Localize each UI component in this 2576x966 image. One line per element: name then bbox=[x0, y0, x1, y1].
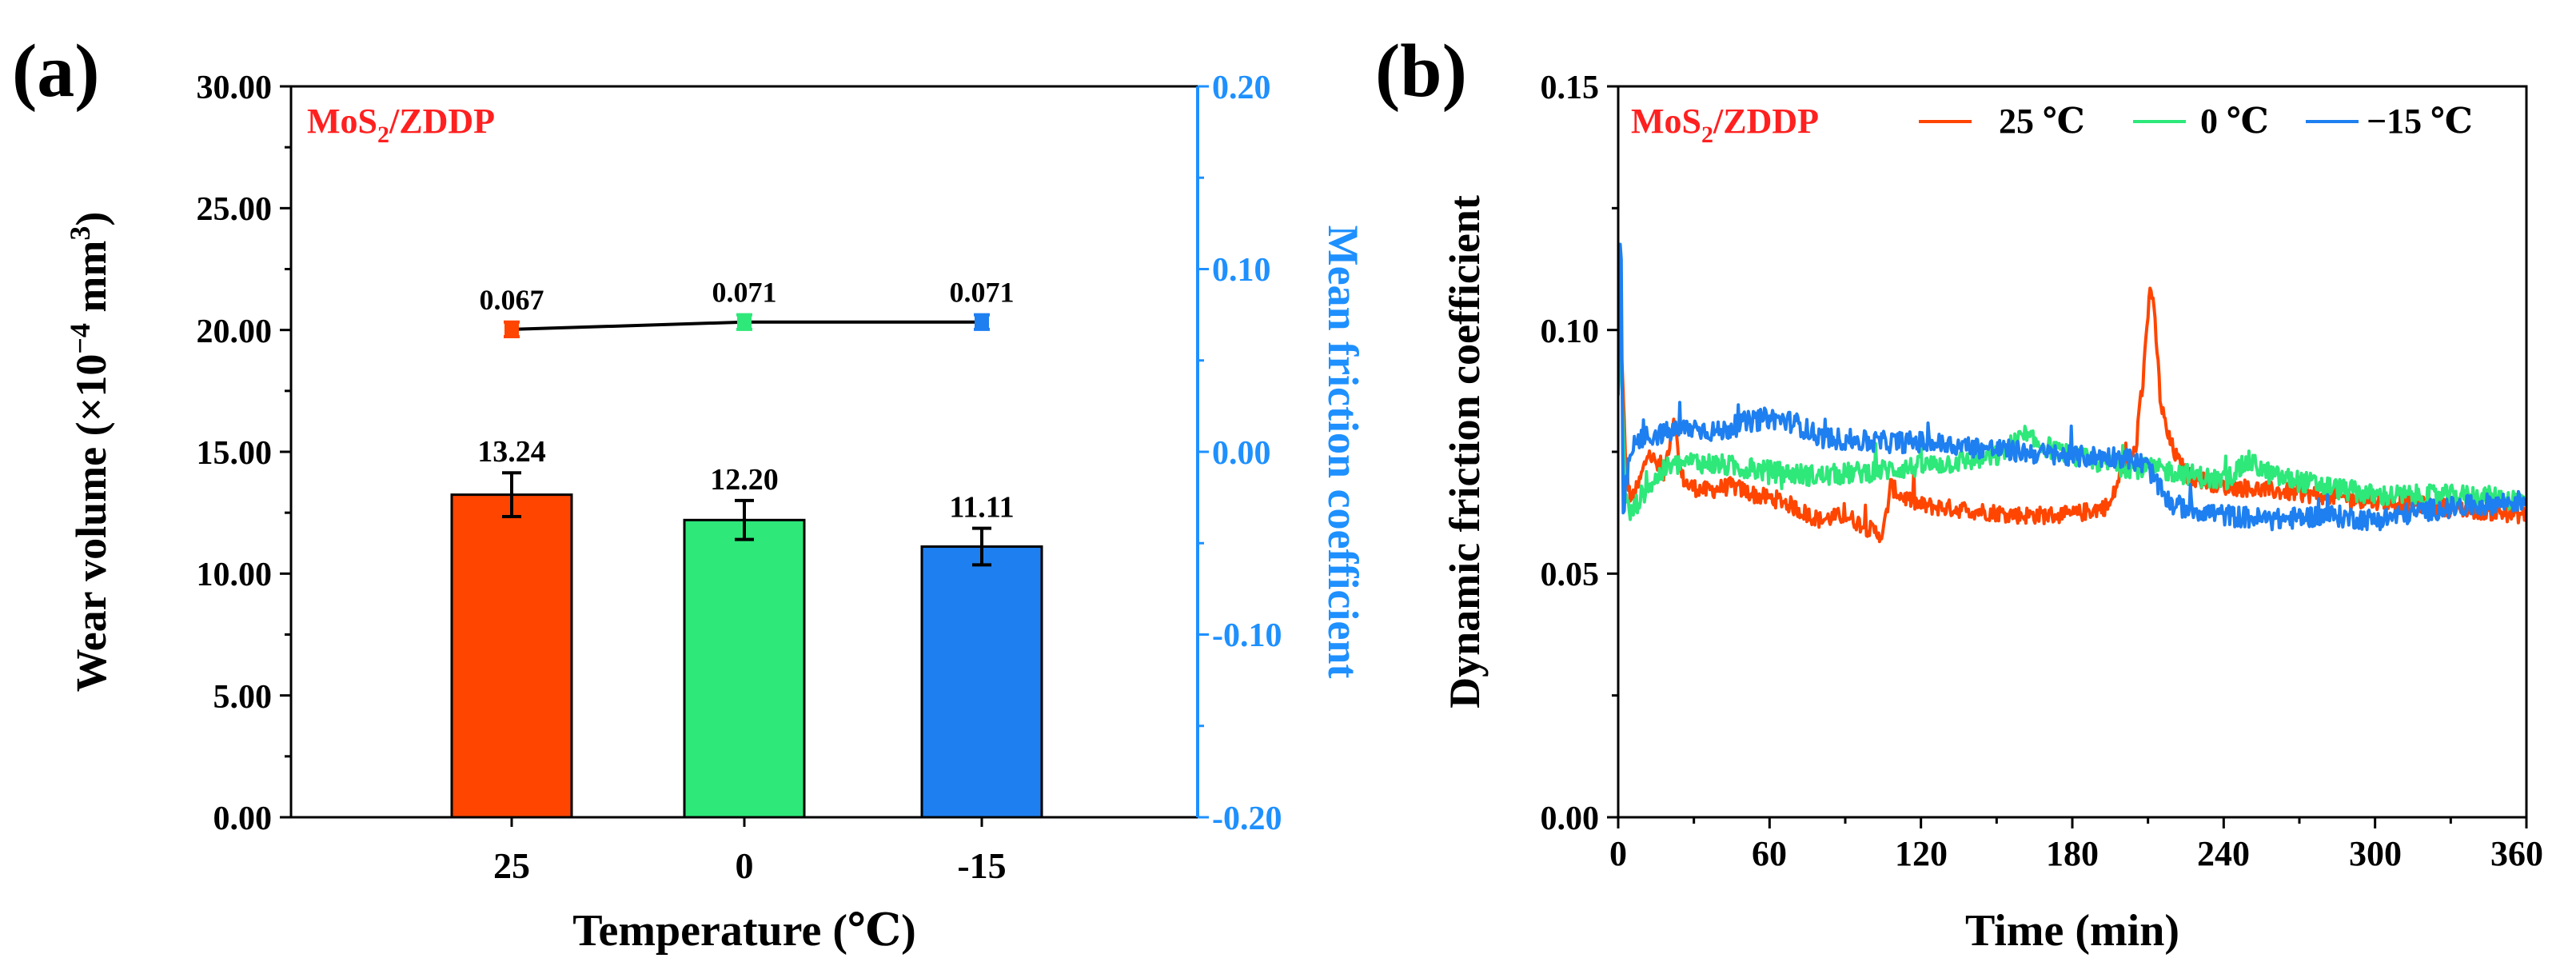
tick-label-y: 0.00 bbox=[1541, 800, 1600, 837]
tick-label-right: 0.00 bbox=[1212, 435, 1271, 472]
tick-label-right: -0.20 bbox=[1212, 800, 1282, 837]
panel-b-x-ticks: 0 60 120 180 240 300 360 bbox=[1609, 834, 2543, 873]
tick-label-right: 0.10 bbox=[1212, 252, 1271, 289]
tick-label-y: 0.15 bbox=[1541, 70, 1600, 106]
tick-label-x: 60 bbox=[1752, 834, 1787, 873]
cof-value-label: 0.067 bbox=[480, 284, 544, 316]
tick-label-left: 5.00 bbox=[213, 679, 273, 716]
tick-label-x: 120 bbox=[1895, 834, 1948, 873]
panel-a-right-axis-title: Mean friction coefficient bbox=[1319, 226, 1367, 679]
tick-label-x: 0 bbox=[1609, 834, 1627, 873]
legend-label-0c: 0 ℃ bbox=[2200, 102, 2269, 141]
bar-value-label: 12.20 bbox=[710, 463, 779, 497]
tick-label-x: 240 bbox=[2197, 834, 2250, 873]
cof-point bbox=[975, 314, 989, 329]
panel-a-bar-labels: 13.24 12.20 11.11 bbox=[477, 435, 1014, 524]
panel-a-label: (a) bbox=[12, 30, 100, 113]
panel-a-left-ticks: 0.00 5.00 10.00 15.00 20.00 25.00 30.00 bbox=[197, 70, 273, 837]
category-label: 0 bbox=[736, 845, 754, 886]
panel-b-label: (b) bbox=[1375, 30, 1467, 113]
tick-label-left: 10.00 bbox=[197, 557, 273, 593]
tick-label-left: 30.00 bbox=[197, 70, 273, 106]
legend-label-minus15c: −15 ℃ bbox=[2367, 102, 2473, 141]
panel-a-tick-marks bbox=[280, 85, 1209, 827]
tick-label-right: 0.20 bbox=[1212, 70, 1271, 106]
panel-b-series bbox=[1618, 242, 2526, 544]
series-line-minus15c bbox=[1618, 242, 2526, 532]
bar bbox=[450, 493, 573, 819]
panel-a-title: MoS2/ZDDP bbox=[307, 102, 495, 148]
panel-a-left-axis-title: Wear volume (×10−4 mm3) bbox=[64, 212, 115, 693]
tick-label-left: 25.00 bbox=[197, 191, 273, 228]
category-label: 25 bbox=[493, 845, 530, 886]
panel-b: (b) 0.00 0.05 0.10 0.15 0 60 120 180 240… bbox=[1375, 30, 2543, 956]
tick-label-right: -0.10 bbox=[1212, 617, 1282, 654]
panel-b-y-axis-title: Dynamic friction coefficient bbox=[1441, 195, 1489, 709]
bar bbox=[920, 545, 1043, 819]
tick-label-y: 0.10 bbox=[1541, 313, 1600, 350]
bar-value-label: 13.24 bbox=[477, 435, 546, 469]
panel-a-right-ticks: -0.20 -0.10 0.00 0.10 0.20 bbox=[1212, 70, 1282, 837]
panel-b-y-ticks: 0.00 0.05 0.10 0.15 bbox=[1541, 70, 1600, 837]
tick-label-x: 180 bbox=[2046, 834, 2099, 873]
panel-a-x-categories: 25 0 -15 bbox=[493, 845, 1007, 886]
legend-label-25c: 25 ℃ bbox=[1999, 102, 2085, 141]
panel-b-x-axis-title: Time (min) bbox=[1965, 906, 2179, 956]
cof-point bbox=[737, 314, 752, 329]
panel-a-x-axis-title: Temperature (℃) bbox=[572, 906, 915, 956]
panel-a-cof-labels: 0.067 0.071 0.071 bbox=[480, 277, 1015, 316]
panel-b-title: MoS2/ZDDP bbox=[1631, 102, 1819, 148]
bar-value-label: 11.11 bbox=[949, 491, 1014, 525]
cof-point bbox=[504, 321, 519, 337]
tick-label-left: 15.00 bbox=[197, 435, 273, 472]
panel-a-bars bbox=[450, 471, 1043, 819]
tick-label-y: 0.05 bbox=[1541, 557, 1600, 593]
category-label: -15 bbox=[957, 845, 1006, 886]
cof-value-label: 0.071 bbox=[712, 277, 777, 309]
panel-a: (a) MoS2/ZDDP 0.00 5.00 10.00 15.00 20.0… bbox=[12, 30, 1367, 956]
tick-label-left: 20.00 bbox=[197, 313, 273, 350]
cof-value-label: 0.071 bbox=[950, 277, 1015, 309]
tick-label-left: 0.00 bbox=[213, 800, 273, 837]
tick-label-x: 300 bbox=[2349, 834, 2402, 873]
bar bbox=[683, 518, 806, 819]
panel-a-cof-points bbox=[504, 313, 990, 339]
tick-label-x: 360 bbox=[2490, 834, 2543, 873]
panel-b-legend: MoS2/ZDDP 25 ℃ 0 ℃ −15 ℃ bbox=[1631, 102, 2473, 148]
panel-b-tick-marks bbox=[1607, 85, 2528, 828]
